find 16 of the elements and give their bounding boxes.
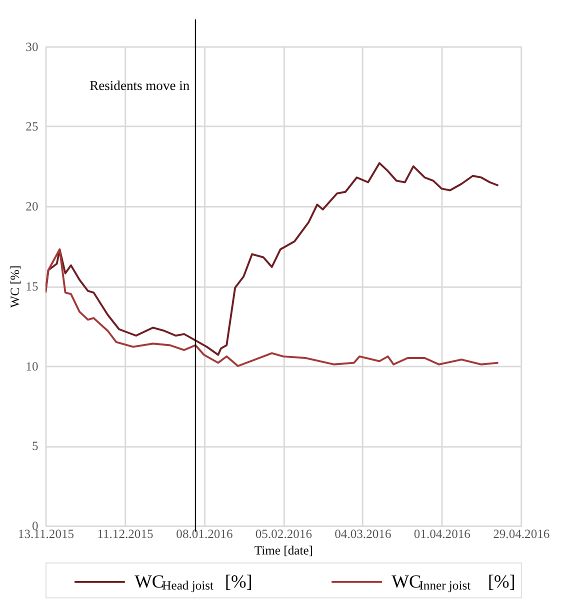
x-tick-label: 29.04.2016: [493, 526, 550, 541]
x-tick-label: 05.02.2016: [255, 526, 312, 541]
x-tick-label: 04.03.2016: [334, 526, 392, 541]
y-tick-label: 30: [26, 40, 38, 54]
line-series: [46, 248, 500, 367]
x-tick-label: 08.01.2016: [176, 526, 233, 541]
x-axis-title: Time [date]: [254, 543, 313, 558]
x-tick-label: 11.12.2015: [97, 526, 154, 541]
ref-line-label: Residents move in: [90, 78, 190, 94]
x-tick-label: 01.04.2016: [414, 526, 470, 541]
y-tick-label: 10: [26, 359, 38, 374]
y-tick-label: 5: [32, 439, 38, 454]
y-tick-label: 20: [26, 200, 38, 214]
y-axis-title: WC [%]: [8, 265, 22, 308]
y-tick-label: 25: [26, 120, 38, 134]
y-tick-label: 15: [26, 279, 38, 294]
